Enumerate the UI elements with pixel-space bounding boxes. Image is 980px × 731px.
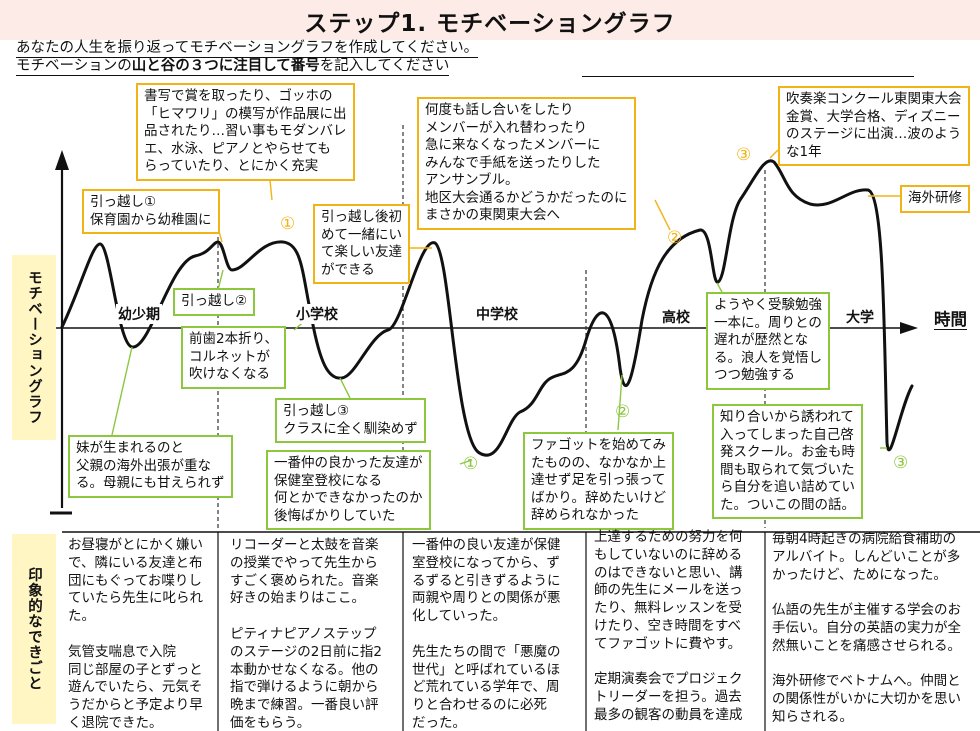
event-self-help-seminar: 知り合いから誘われて 入ってしまった自己啓 発スクール。お金も時 間も取られて気… — [712, 404, 863, 519]
leader-sibling — [111, 346, 133, 436]
motivation-curve — [60, 159, 914, 457]
event-move-1: 引っ越し① 保育園から幼稚園に — [82, 189, 220, 234]
period-early-childhood: 幼少期 — [116, 304, 162, 324]
leader-ensemble — [654, 199, 671, 231]
impression-junior-high: 一番仲の良い友達が保健 室登校になってから、ず るずると引きずるように 両親や周… — [412, 537, 561, 731]
period-high-school: 高校 — [660, 307, 692, 327]
event-front-teeth: 前歯2本折り、 コルネットが 吹けなくなる — [181, 326, 287, 389]
impression-high-school: 上達するための努力を何 もしていないのに辞める のはできないと思い、講 師の先生… — [594, 529, 743, 723]
impressions-label: 印象的なできごと — [12, 534, 56, 724]
peak-marker-2: ② — [667, 228, 683, 248]
period-junior-high: 中学校 — [474, 304, 520, 324]
instruction-line-1: あなたの人生を振り返ってモチベーショングラフを作成してください。 — [16, 40, 479, 58]
event-overseas-training: 海外研修 — [900, 185, 970, 213]
period-elementary: 小学校 — [294, 304, 340, 324]
name-blank-line — [582, 76, 914, 77]
impression-university: 毎朝4時起きの病院給食補助の アルバイト。しんどいことが多 かったけど、ためにな… — [772, 531, 961, 725]
instruction-emphasis: 山と谷の３つに注目して番号 — [131, 58, 320, 74]
leader-year-of-waves — [769, 149, 779, 159]
instruction-line-2: モチベーションの山と谷の３つに注目して番号を記入してください — [16, 58, 450, 76]
period-university: 大学 — [844, 307, 876, 327]
event-exam-study: ようやく受験勉強 一本に。周りとの 遅れが歴然とな る。浪人を覚悟し つつ勉強す… — [706, 292, 830, 390]
leader-elementary-peak — [269, 179, 273, 201]
x-axis-arrowhead — [900, 322, 918, 334]
leader-exam-study — [716, 282, 723, 293]
event-move-3: 引っ越し③ クラスに全く馴染めず — [275, 398, 426, 443]
event-new-friend: 引っ越し後初 めて一緒にい て楽しい友達 ができる — [313, 204, 410, 284]
valley-marker-3: ③ — [893, 453, 909, 473]
instruction-pre: モチベーションの — [16, 58, 132, 74]
x-axis-label: 時間 — [934, 310, 967, 330]
valley-marker-2: ② — [615, 402, 631, 422]
y-axis-arrowhead — [55, 150, 69, 170]
leader-friend-infirmary — [459, 459, 473, 465]
event-bassoon: ファゴットを始めてみ たものの、なかなか上 達せず足を引っ張って ばかり。辞めた… — [523, 432, 674, 530]
valley-marker-1: ① — [463, 454, 479, 474]
event-year-of-waves: 吹奏楽コンクール東関東大会 金賞、大学合格、ディズニー のステージに出演…波のよ… — [778, 86, 970, 166]
event-ensemble: 何度も話し合いをしたり メンバーが入れ替わったり 急に来なくなったメンバーに み… — [417, 97, 636, 230]
event-sibling-born: 妹が生まれるのと 父親の海外出張が重な る。母親にも甘えられず — [68, 435, 233, 498]
leader-lines-peaks — [217, 149, 900, 249]
leader-move-2 — [217, 269, 224, 291]
title-bar — [0, 0, 980, 40]
peak-marker-1: ① — [280, 214, 296, 234]
event-elementary-peak: 書写で賞を取ったり、ゴッホの 「ヒマワリ」の模写が作品展に出 品されたり…習い事… — [136, 83, 355, 181]
instruction-post: を記入してください — [319, 58, 450, 74]
leader-bassoon — [617, 374, 623, 431]
impression-elementary: リコーダーと太鼓を音楽 の授業でやって先生から すごく褒められた。音楽 好きの始… — [230, 537, 382, 731]
event-move-2: 引っ越し② — [173, 288, 256, 316]
impression-early-childhood: お昼寝がとにかく嫌い で、隣にいる友達と布 団にもぐってお喋りし ていたら先生に… — [68, 537, 203, 731]
leader-move-3 — [339, 377, 351, 399]
event-friend-infirmary: 一番仲の良かった友達が 保健室登校になる 何とかできなかったのか 後悔ばかりして… — [266, 450, 431, 530]
peak-marker-3: ③ — [736, 145, 752, 165]
y-axis-label: モチベーショングラフ — [12, 255, 56, 440]
page-title: ステップ1. モチベーショングラフ — [304, 11, 676, 37]
